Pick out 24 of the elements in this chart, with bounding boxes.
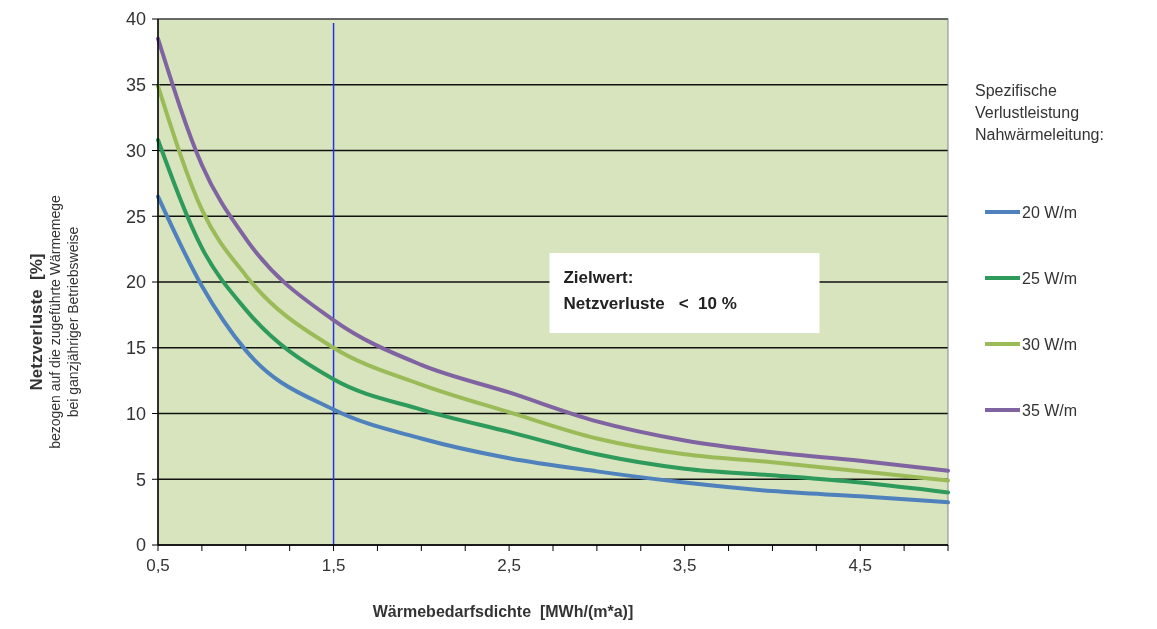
legend-label: 25 W/m — [1022, 269, 1078, 287]
y-tick-label: 0 — [135, 535, 146, 556]
y-tick-label: 20 — [125, 272, 146, 293]
line-series — [156, 194, 950, 505]
legend-label: 20 W/m — [1022, 203, 1078, 221]
y-tick-label: 35 — [125, 75, 146, 96]
x-tick-label: 2,5 — [497, 556, 521, 575]
y-tick-label: 15 — [125, 338, 146, 359]
y-tick-label: 40 — [125, 9, 146, 30]
annotation: Zielwert: Netzverluste < 10 % — [563, 268, 737, 314]
x-axis-title: Wärmebedarfsdichte [MWh/(m*a)] — [372, 603, 634, 620]
x-tick-label: 3,5 — [672, 556, 697, 575]
legend-label: 30 W/m — [1022, 335, 1078, 353]
y-axis-title: Netzverluste [%] bezogen auf die zugeführte Wärmemege bei ganzjähriger Betriebsweise — [27, 194, 81, 449]
line-series — [156, 137, 950, 495]
y-tick-label: 10 — [125, 403, 146, 424]
x-tick-label: 0,5 — [146, 556, 170, 575]
legend-label: 35 W/m — [1022, 401, 1078, 419]
y-tick-label: 5 — [135, 469, 146, 490]
y-tick-label: 25 — [125, 206, 146, 227]
x-tick-label: 4,5 — [848, 556, 873, 575]
y-tick-label: 30 — [125, 140, 146, 161]
x-tick-label: 1,5 — [321, 556, 346, 575]
legend-title: Spezifische Verlustleistung Nahwärmeleitung: — [975, 82, 1104, 143]
